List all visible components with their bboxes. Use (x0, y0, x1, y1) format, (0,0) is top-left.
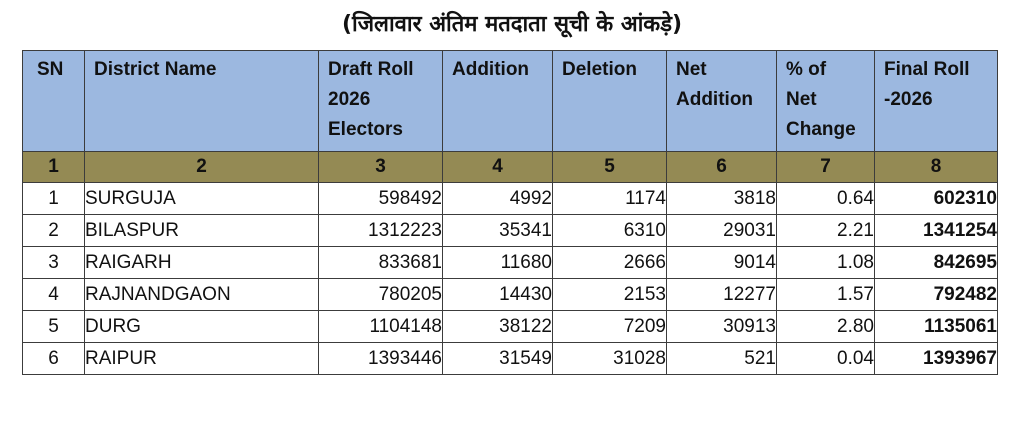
cell-district: RAIGARH (84, 246, 319, 279)
cell-deletion: 2153 (552, 278, 667, 311)
column-number: 6 (666, 151, 777, 183)
cell-net: 30913 (666, 310, 777, 343)
header-addition: Addition (442, 50, 553, 152)
header-pct-line-3: Change (786, 119, 856, 140)
column-number: 1 (22, 151, 85, 183)
cell-deletion: 7209 (552, 310, 667, 343)
cell-draft: 1312223 (318, 214, 443, 247)
header-net-line-2: Addition (676, 89, 754, 110)
cell-deletion: 1174 (552, 182, 667, 215)
cell-net: 9014 (666, 246, 777, 279)
header-draft-line-2: 2026 (328, 89, 371, 110)
cell-addition: 4992 (442, 182, 553, 215)
column-number: 3 (318, 151, 443, 183)
cell-final: 1135061 (874, 310, 998, 343)
cell-sn: 3 (22, 246, 85, 279)
column-number: 8 (874, 151, 998, 183)
cell-pct: 2.80 (776, 310, 875, 343)
header-final-line-1: Final Roll (884, 59, 970, 80)
cell-final: 602310 (874, 182, 998, 215)
header-draft-line-3: Electors (328, 119, 403, 140)
cell-district: RAIPUR (84, 342, 319, 375)
cell-net: 29031 (666, 214, 777, 247)
cell-addition: 14430 (442, 278, 553, 311)
cell-district: RAJNANDGAON (84, 278, 319, 311)
cell-draft: 598492 (318, 182, 443, 215)
header-final-line-2: -2026 (884, 89, 933, 110)
cell-final: 792482 (874, 278, 998, 311)
table-row: 1 SURGUJA 598492 4992 1174 3818 0.64 602… (22, 182, 998, 215)
header-final-roll: Final Roll -2026 (874, 50, 998, 152)
column-number-row: 1 2 3 4 5 6 7 8 (22, 151, 998, 183)
header-sn: SN (22, 50, 85, 152)
header-draft-line-1: Draft Roll (328, 59, 414, 80)
table-row: 2 BILASPUR 1312223 35341 6310 29031 2.21… (22, 214, 998, 247)
cell-final: 1341254 (874, 214, 998, 247)
cell-deletion: 6310 (552, 214, 667, 247)
header-draft-roll: Draft Roll 2026 Electors (318, 50, 443, 152)
cell-pct: 0.04 (776, 342, 875, 375)
cell-net: 3818 (666, 182, 777, 215)
cell-pct: 1.57 (776, 278, 875, 311)
cell-sn: 6 (22, 342, 85, 375)
header-district-name: District Name (84, 50, 319, 152)
cell-district: BILASPUR (84, 214, 319, 247)
cell-net: 12277 (666, 278, 777, 311)
cell-final: 1393967 (874, 342, 998, 375)
cell-sn: 2 (22, 214, 85, 247)
column-number: 5 (552, 151, 667, 183)
cell-sn: 4 (22, 278, 85, 311)
table-row: 5 DURG 1104148 38122 7209 30913 2.80 113… (22, 310, 998, 343)
cell-net: 521 (666, 342, 777, 375)
column-number: 7 (776, 151, 875, 183)
cell-final: 842695 (874, 246, 998, 279)
cell-pct: 2.21 (776, 214, 875, 247)
cell-district: DURG (84, 310, 319, 343)
cell-deletion: 2666 (552, 246, 667, 279)
electoral-roll-table: SN District Name Draft Roll 2026 Elector… (22, 50, 998, 375)
cell-draft: 1393446 (318, 342, 443, 375)
cell-deletion: 31028 (552, 342, 667, 375)
header-percent-change: % of Net Change (776, 50, 875, 152)
cell-addition: 35341 (442, 214, 553, 247)
cell-sn: 1 (22, 182, 85, 215)
cell-district: SURGUJA (84, 182, 319, 215)
header-pct-line-1: % of (786, 59, 827, 80)
cell-draft: 833681 (318, 246, 443, 279)
cell-addition: 11680 (442, 246, 553, 279)
cell-pct: 0.64 (776, 182, 875, 215)
header-net-addition: Net Addition (666, 50, 777, 152)
cell-pct: 1.08 (776, 246, 875, 279)
table-title: (जिलावार अंतिम मतदाता सूची के आंकड़े) (341, 12, 683, 37)
cell-addition: 31549 (442, 342, 553, 375)
header-row: SN District Name Draft Roll 2026 Elector… (22, 50, 998, 152)
header-pct-line-2: Net (786, 89, 817, 110)
cell-draft: 1104148 (318, 310, 443, 343)
header-deletion: Deletion (552, 50, 667, 152)
header-net-line-1: Net (676, 59, 707, 80)
column-number: 4 (442, 151, 553, 183)
cell-addition: 38122 (442, 310, 553, 343)
cell-sn: 5 (22, 310, 85, 343)
table-row: 3 RAIGARH 833681 11680 2666 9014 1.08 84… (22, 246, 998, 279)
table-row: 6 RAIPUR 1393446 31549 31028 521 0.04 13… (22, 342, 998, 375)
table-row: 4 RAJNANDGAON 780205 14430 2153 12277 1.… (22, 278, 998, 311)
column-number: 2 (84, 151, 319, 183)
cell-draft: 780205 (318, 278, 443, 311)
